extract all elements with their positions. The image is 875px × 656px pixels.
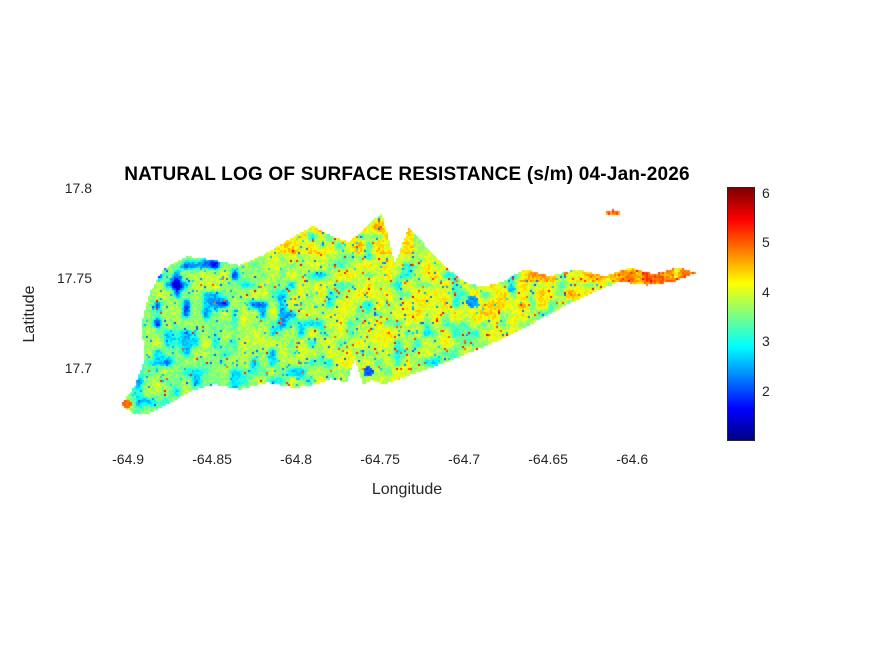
x-tick-label: -64.8 (280, 451, 313, 467)
colorbar-tick-label: 4 (762, 283, 770, 300)
x-tick-label: -64.65 (528, 451, 568, 467)
heatmap-canvas (100, 188, 715, 440)
x-tick-label: -64.9 (112, 451, 145, 467)
colorbar-tick-label: 2 (762, 382, 770, 399)
colorbar-tick-label: 5 (762, 234, 770, 251)
x-axis-ticks: -64.9 -64.85 -64.8 -64.75 -64.7 -64.65 -64.6 (100, 451, 715, 469)
y-tick-label: 17.75 (56, 270, 92, 286)
chart-title: NATURAL LOG OF SURFACE RESISTANCE (s/m) … (124, 164, 690, 185)
colorbar-tick-label: 6 (762, 184, 770, 201)
x-axis-label: Longitude (371, 481, 443, 498)
x-tick-label: -64.75 (360, 451, 400, 467)
colorbar (727, 187, 755, 441)
y-tick-label: 17.7 (64, 360, 92, 376)
y-axis-ticks: 17.7 17.75 17.8 (0, 180, 92, 440)
colorbar-tick-label: 3 (762, 333, 770, 350)
y-tick-label: 17.8 (64, 180, 92, 196)
colorbar-ticks: 2 3 4 5 6 (762, 184, 792, 440)
x-tick-label: -64.7 (448, 451, 481, 467)
x-tick-label: -64.85 (192, 451, 232, 467)
x-tick-label: -64.6 (616, 451, 649, 467)
